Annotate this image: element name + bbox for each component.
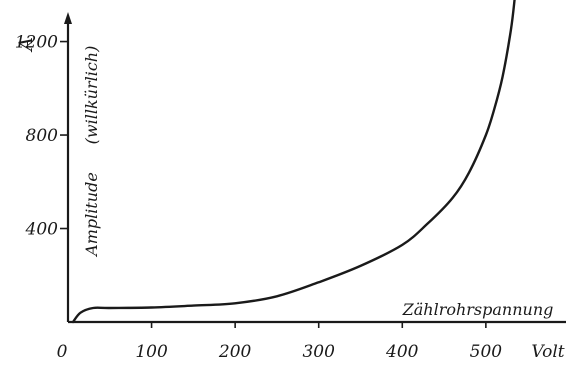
y-tick-label: 400	[25, 220, 59, 240]
y-axis-label: Amplitude	[82, 172, 101, 258]
axes	[64, 12, 566, 324]
x-tick-label: 400	[385, 342, 419, 360]
y-axis-label-note: (willkürlich)	[82, 46, 101, 145]
x-tick-label: 500	[470, 342, 503, 360]
x-tick-label: 200	[218, 342, 252, 360]
y-tick-label: 1200	[15, 33, 58, 53]
y-axis-arrow	[64, 12, 72, 24]
x-axis-unit: Volt	[531, 342, 564, 360]
x-tick-label: 0	[57, 342, 68, 360]
x-tick-label: 100	[135, 342, 168, 360]
series-layer	[71, 0, 516, 324]
series-line	[71, 0, 516, 324]
ticks: 010020030040050040080012001600	[15, 33, 503, 362]
y-tick-label: 800	[26, 126, 59, 146]
x-tick-label: 300	[302, 342, 335, 360]
y-axis-letter: A	[15, 37, 37, 53]
x-axis-label: Zählrohrspannung	[402, 300, 554, 319]
